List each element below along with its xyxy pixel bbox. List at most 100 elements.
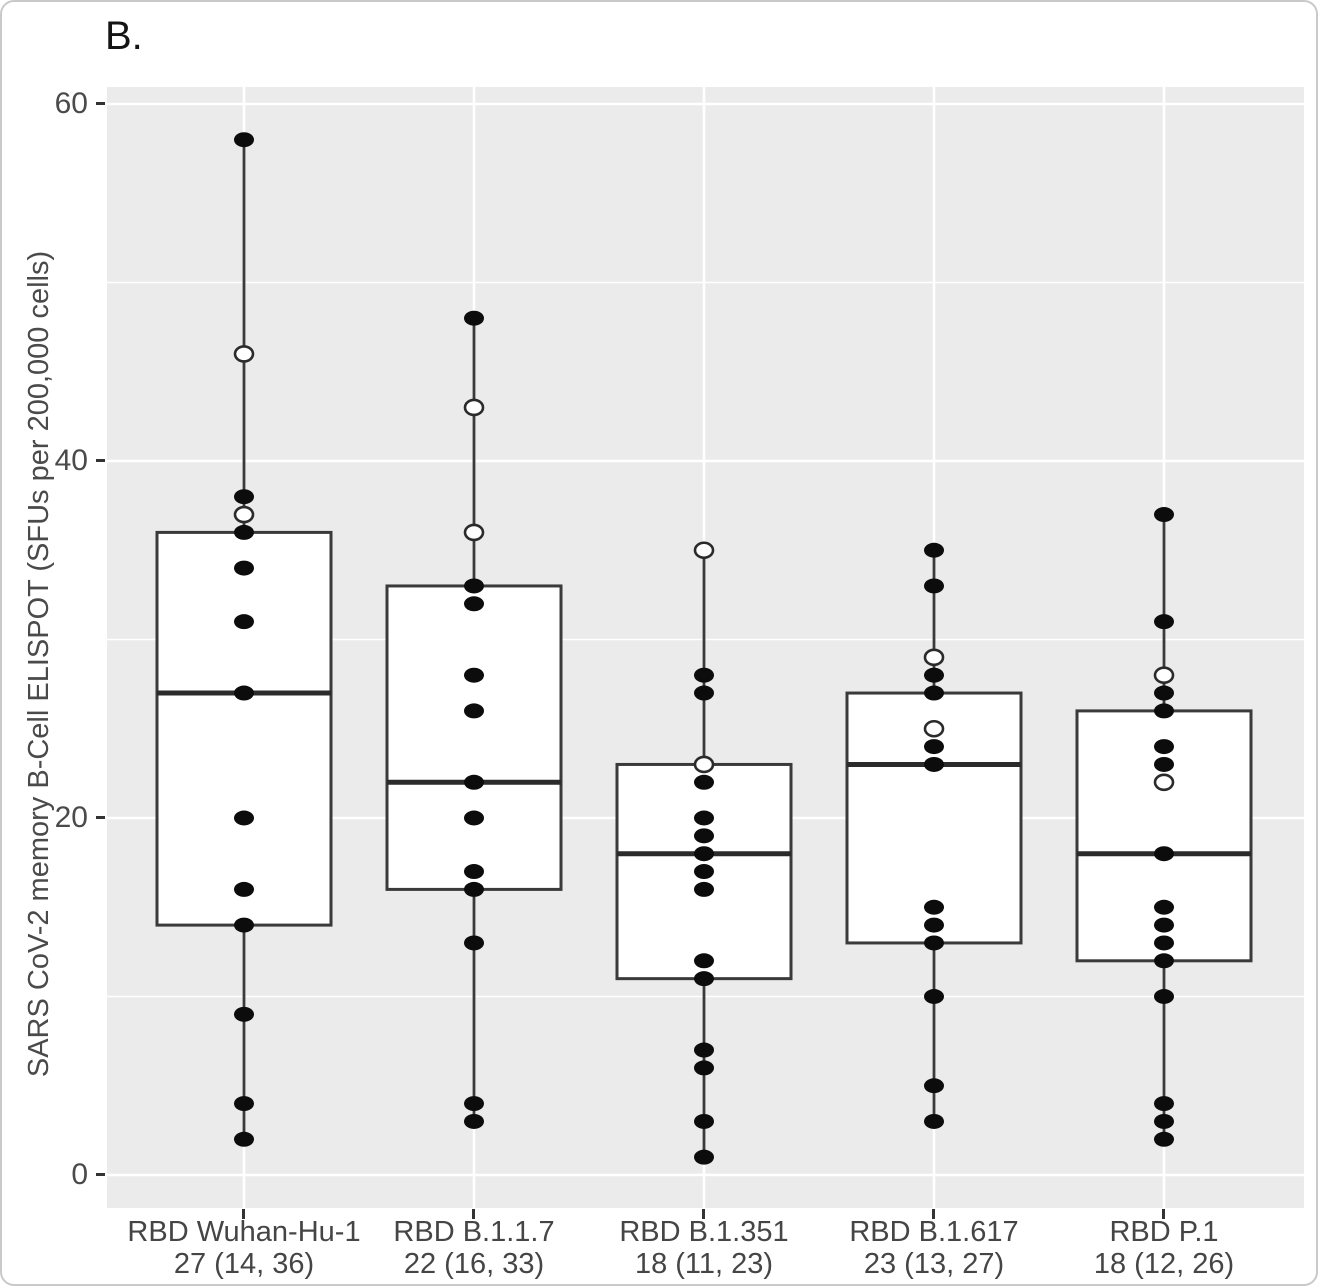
boxplot-3 — [615, 541, 793, 1165]
category-stats: 27 (14, 36) — [173, 1248, 315, 1280]
data-point — [234, 917, 254, 933]
data-point — [694, 1042, 714, 1058]
data-point — [694, 810, 714, 826]
data-point — [1154, 703, 1174, 719]
data-point — [924, 542, 944, 558]
data-point — [1154, 756, 1174, 772]
boxplot-5 — [1075, 507, 1253, 1147]
y-axis-tick-mark — [96, 102, 105, 105]
category-name: RBD Wuhan-Hu-1 — [127, 1216, 361, 1248]
data-point — [694, 667, 714, 683]
data-point — [924, 1078, 944, 1094]
data-point — [1154, 935, 1174, 951]
data-point — [464, 881, 484, 897]
category-name: RBD B.1.351 — [619, 1216, 789, 1248]
data-point — [464, 810, 484, 826]
y-tick-label-40: 40 — [54, 444, 88, 477]
data-point — [1154, 899, 1174, 915]
y-tick-label-0: 0 — [71, 1158, 88, 1191]
category-stats: 18 (12, 26) — [1093, 1248, 1235, 1280]
x-axis-tick-mark — [242, 1209, 245, 1219]
data-point — [694, 881, 714, 897]
data-point — [1154, 846, 1174, 862]
boxplot-1 — [155, 132, 333, 1147]
data-point — [1154, 953, 1174, 969]
data-point-open — [233, 505, 255, 524]
data-point — [1154, 614, 1174, 630]
data-point — [924, 685, 944, 701]
data-point — [1154, 989, 1174, 1004]
data-point-open — [233, 345, 255, 363]
data-point-open — [463, 523, 485, 542]
data-point — [234, 1096, 254, 1112]
x-axis-tick-mark — [472, 1209, 475, 1219]
data-point — [694, 685, 714, 701]
data-point — [1154, 1131, 1174, 1147]
boxplots — [155, 132, 1253, 1165]
y-axis-tick-mark — [96, 459, 105, 462]
category-label-p1: RBD P.1 18 (12, 26) — [1004, 1216, 1316, 1280]
data-point — [924, 989, 944, 1004]
data-point — [234, 810, 254, 826]
category-label-wuhan: RBD Wuhan-Hu-1 27 (14, 36) — [84, 1216, 404, 1280]
data-point — [234, 489, 254, 505]
data-point — [694, 828, 714, 844]
x-axis-tick-mark — [1162, 1209, 1165, 1219]
data-point — [694, 774, 714, 790]
data-point — [694, 1060, 714, 1076]
data-point — [694, 971, 714, 987]
y-axis-tick-mark — [96, 816, 105, 819]
x-axis-tick-mark — [702, 1209, 705, 1219]
data-point — [1154, 1113, 1174, 1129]
category-stats: 18 (11, 23) — [634, 1248, 774, 1280]
data-point — [234, 1006, 254, 1022]
data-point-open — [1153, 773, 1175, 792]
box — [385, 584, 563, 891]
category-name: RBD B.1.617 — [849, 1216, 1019, 1248]
data-point-open — [463, 398, 485, 417]
category-stats: 23 (13, 27) — [863, 1248, 1005, 1280]
data-point — [924, 756, 944, 772]
data-point — [924, 1113, 944, 1129]
boxplot-4 — [845, 542, 1023, 1129]
category-stats: 22 (16, 33) — [403, 1248, 545, 1280]
category-label-b1617: RBD B.1.617 23 (13, 27) — [774, 1216, 1094, 1280]
category-name: RBD P.1 — [1109, 1216, 1219, 1248]
boxplot-2 — [385, 310, 563, 1129]
category-label-b1351: RBD B.1.351 18 (11, 23) — [544, 1216, 864, 1280]
data-point — [694, 953, 714, 969]
data-point — [234, 614, 254, 630]
data-point — [1154, 685, 1174, 701]
data-point-open — [1153, 666, 1175, 685]
data-point-open — [693, 755, 715, 774]
data-point — [924, 578, 944, 594]
data-point — [234, 560, 254, 576]
data-point — [924, 739, 944, 755]
category-label-b117: RBD B.1.1.7 22 (16, 33) — [314, 1216, 634, 1280]
data-point-open — [923, 648, 945, 667]
data-point — [694, 1113, 714, 1129]
data-point — [924, 935, 944, 951]
data-point — [464, 703, 484, 719]
data-point — [694, 1149, 714, 1165]
data-point — [464, 1113, 484, 1129]
data-point — [1154, 1096, 1174, 1112]
data-point — [694, 864, 714, 880]
data-point — [464, 596, 484, 612]
x-axis-tick-mark — [932, 1209, 935, 1219]
data-point — [464, 578, 484, 594]
data-point — [464, 864, 484, 880]
y-tick-label-20: 20 — [54, 801, 88, 834]
data-point — [1154, 917, 1174, 933]
data-point — [234, 685, 254, 701]
data-point — [234, 524, 254, 540]
data-point — [924, 899, 944, 915]
data-point — [234, 1131, 254, 1147]
data-point — [1154, 739, 1174, 755]
box — [155, 530, 333, 927]
data-point — [234, 881, 254, 897]
data-point — [234, 132, 254, 148]
data-point — [464, 667, 484, 683]
data-point — [464, 774, 484, 790]
